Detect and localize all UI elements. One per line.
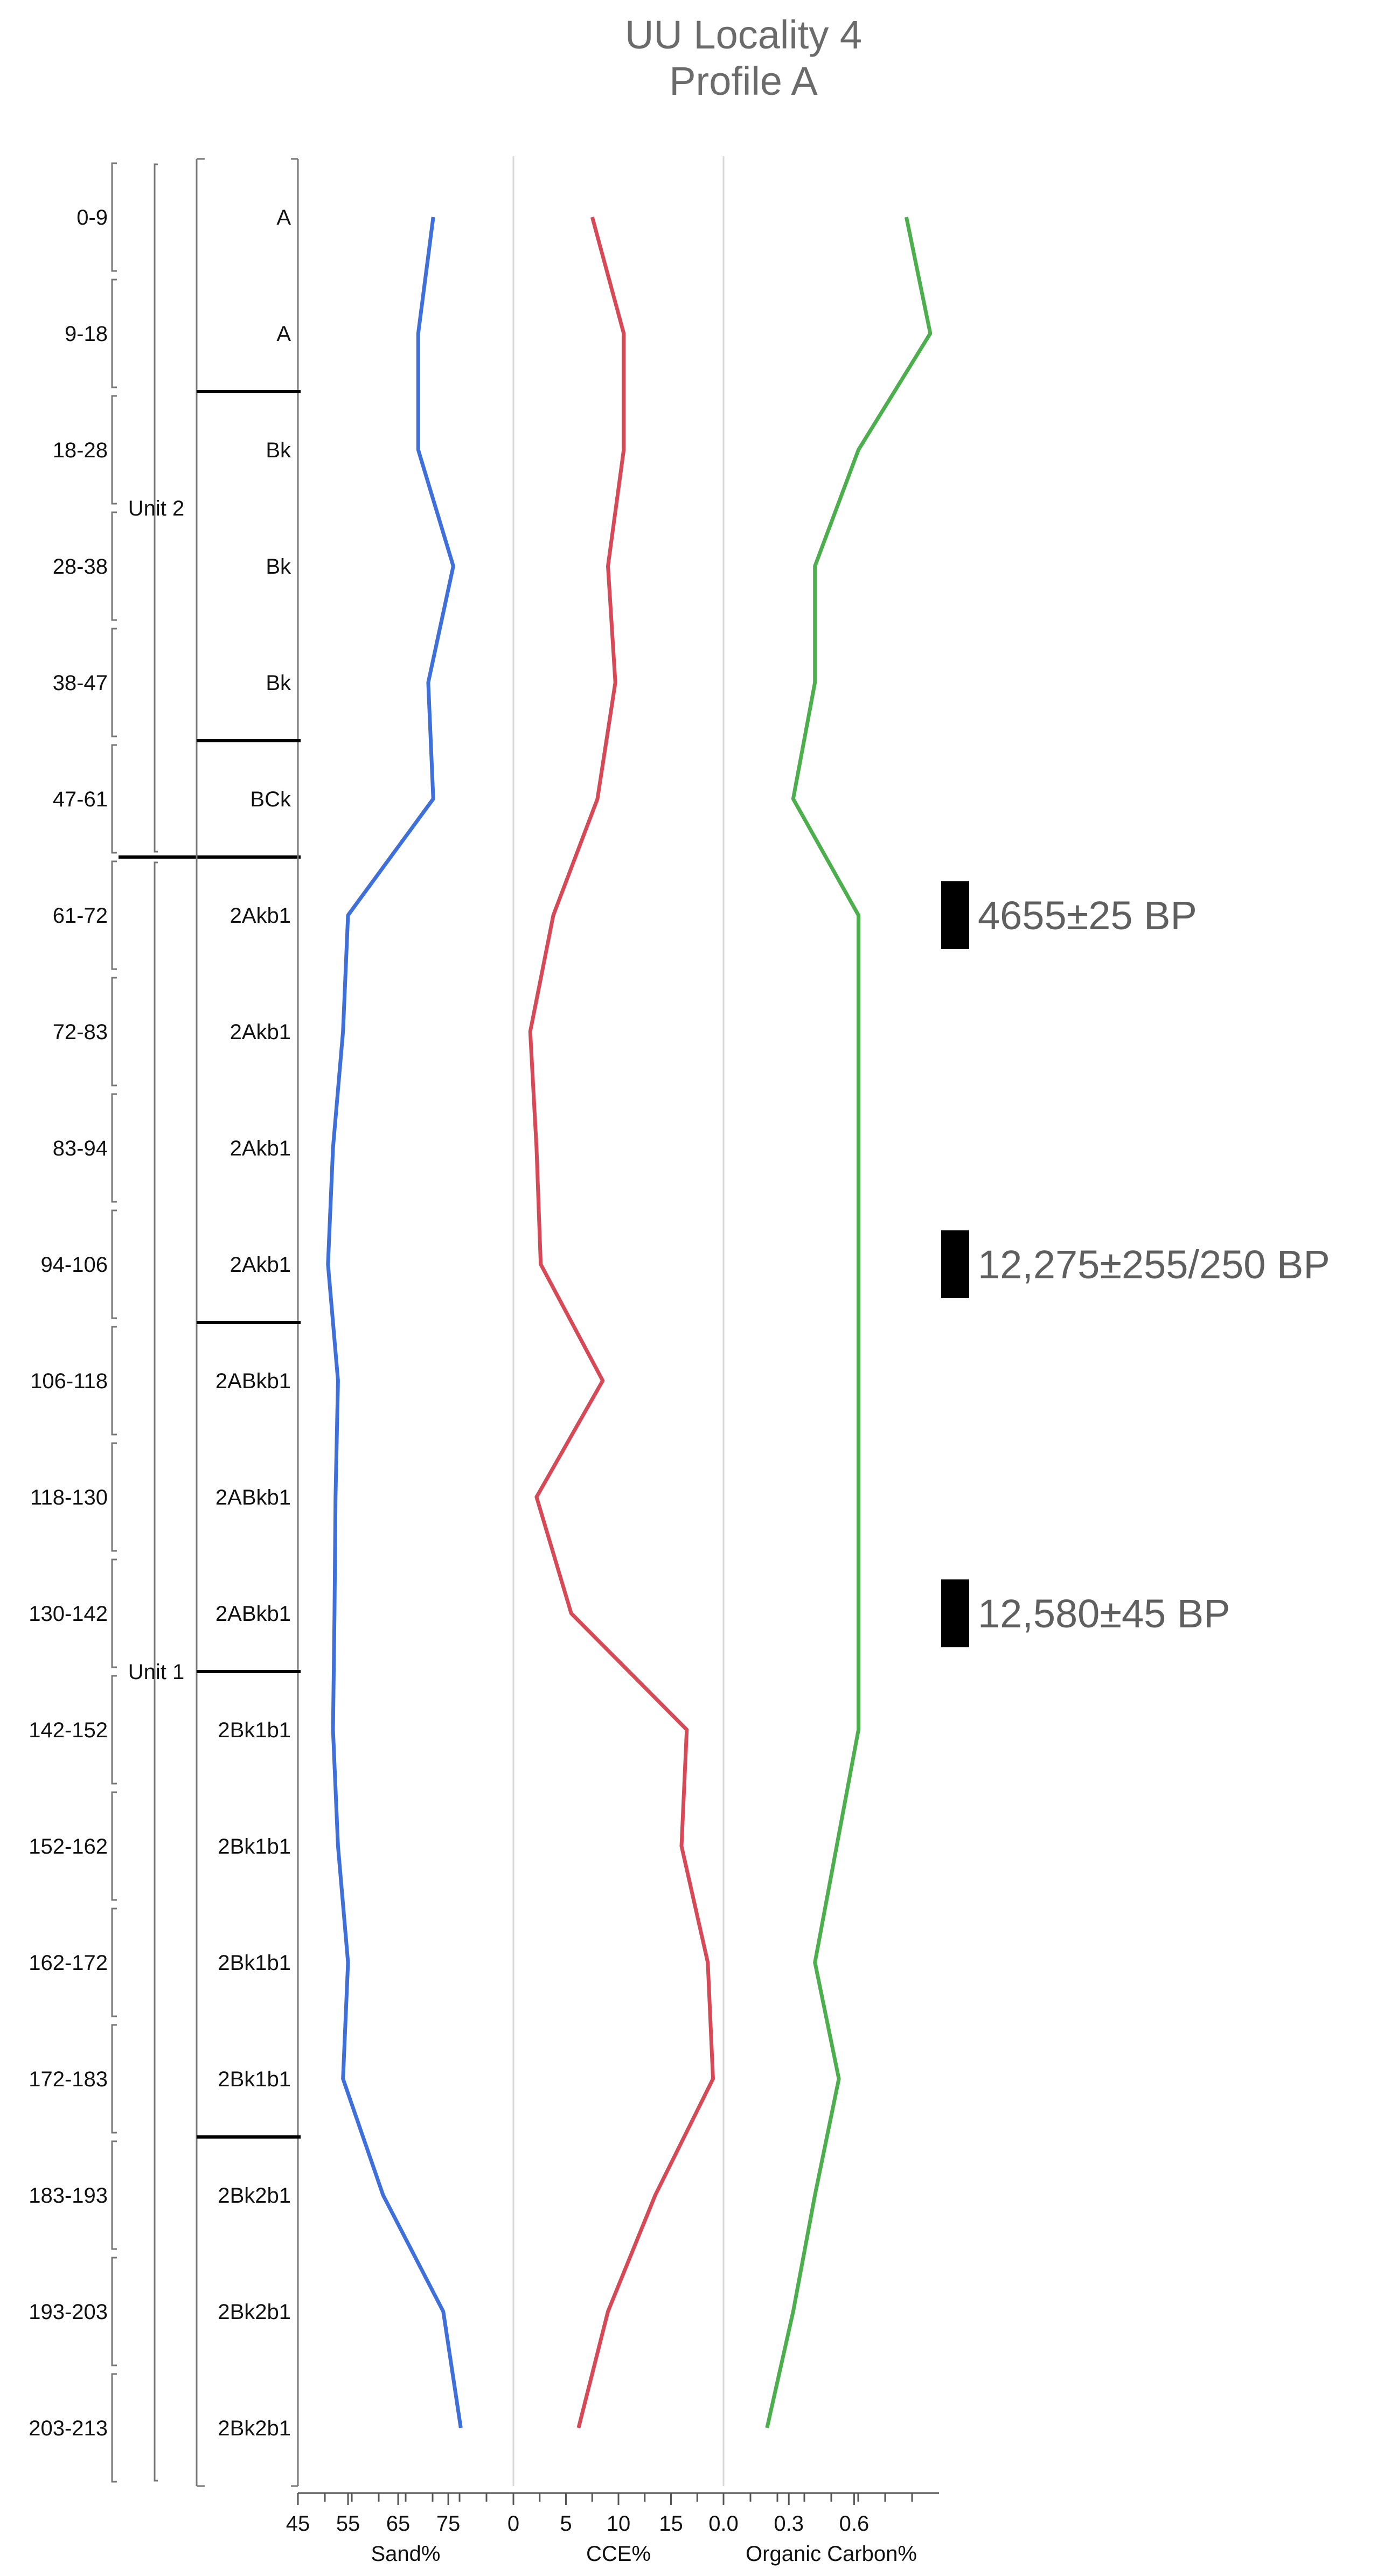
depth-label: 203-213 bbox=[29, 2417, 108, 2440]
horizon-label: 2Bk2b1 bbox=[218, 2417, 291, 2440]
chart-title: UU Locality 4 bbox=[624, 12, 863, 57]
depth-bracket bbox=[111, 1791, 117, 1901]
depth-bracket bbox=[111, 860, 117, 970]
x-axes: 45 55 65 75 Sand% 0 5 10 15 CCE% 0.0 0.3 0.6 Organic … bbox=[286, 156, 939, 2566]
depth-bracket bbox=[111, 1093, 117, 1203]
horizon-label: 2Bk1b1 bbox=[218, 1835, 291, 1858]
depth-label: 72-83 bbox=[53, 1020, 108, 1044]
depth-label: 118-130 bbox=[30, 1486, 108, 1509]
x-tick-label: 0.3 bbox=[774, 2512, 804, 2536]
x-tick-label: 0 bbox=[507, 2512, 519, 2536]
depth-bracket bbox=[111, 1907, 117, 2017]
horizon-label: 2ABkb1 bbox=[215, 1369, 291, 1393]
depth-bracket bbox=[111, 2140, 117, 2250]
depth-bracket bbox=[111, 511, 117, 621]
series-line-1 bbox=[528, 217, 715, 2428]
x-tick-label: 15 bbox=[659, 2512, 683, 2536]
depth-label: 83-94 bbox=[53, 1137, 108, 1160]
depth-label: 183-193 bbox=[29, 2184, 108, 2208]
unit-bracket bbox=[154, 861, 158, 2482]
depth-bracket bbox=[111, 977, 117, 1087]
horizon-label: BCk bbox=[250, 788, 291, 811]
x-axis-label: CCE% bbox=[586, 2542, 651, 2566]
depth-label: 106-118 bbox=[30, 1369, 108, 1393]
depth-bracket bbox=[111, 1442, 117, 1552]
chart-subtitle: Profile A bbox=[669, 59, 818, 103]
horizon-label: 2ABkb1 bbox=[215, 1602, 291, 1626]
depth-label: 142-152 bbox=[29, 1718, 108, 1742]
x-tick-label: 5 bbox=[560, 2512, 572, 2536]
depth-bracket bbox=[111, 628, 117, 737]
depth-bracket bbox=[111, 162, 117, 272]
depth-bracket bbox=[111, 1209, 117, 1319]
date-label: 12,275±255/250 BP bbox=[978, 1242, 1330, 1287]
horizon-label: Bk bbox=[266, 555, 291, 579]
x-axis-label: Organic Carbon% bbox=[746, 2542, 917, 2566]
depth-label: 18-28 bbox=[53, 438, 108, 462]
horizon-label: 2Akb1 bbox=[230, 904, 291, 928]
date-marker bbox=[941, 1579, 969, 1647]
depth-label: 130-142 bbox=[29, 1602, 108, 1626]
x-axis-label: Sand% bbox=[371, 2542, 441, 2566]
horizon-label: 2Bk2b1 bbox=[218, 2184, 291, 2208]
depth-bracket bbox=[111, 395, 117, 505]
x-tick-label: 0.0 bbox=[708, 2512, 739, 2536]
depth-bracket bbox=[111, 1558, 117, 1668]
date-label: 4655±25 BP bbox=[978, 893, 1197, 938]
depth-bracket bbox=[111, 279, 117, 388]
x-tick-label: 75 bbox=[436, 2512, 461, 2536]
depth-label: 172-183 bbox=[29, 2067, 108, 2091]
depth-label: 0-9 bbox=[76, 206, 108, 229]
radiocarbon-dates: 4655±25 BP 12,275±255/250 BP 12,580±45 BP bbox=[941, 881, 1330, 1647]
depth-bracket bbox=[111, 2024, 117, 2134]
horizon-label: 2Bk1b1 bbox=[218, 1718, 291, 1742]
depth-label: 94-106 bbox=[40, 1253, 108, 1277]
unit-label: Unit 2 bbox=[128, 497, 185, 520]
depth-bracket bbox=[111, 1675, 117, 1785]
date-marker bbox=[941, 881, 969, 949]
unit-bracket bbox=[154, 163, 158, 853]
x-tick-label: 45 bbox=[286, 2512, 310, 2536]
depth-label: 162-172 bbox=[29, 1951, 108, 1975]
x-tick-label: 65 bbox=[386, 2512, 411, 2536]
unit-column: Unit 2 Unit 1 bbox=[128, 163, 185, 2482]
depth-bracket bbox=[111, 744, 117, 854]
horizon-label: 2Akb1 bbox=[230, 1137, 291, 1160]
horizon-label: 2Akb1 bbox=[230, 1253, 291, 1277]
depth-label: 47-61 bbox=[53, 788, 108, 811]
depth-label: 152-162 bbox=[29, 1835, 108, 1858]
horizon-label: 2Bk1b1 bbox=[218, 2067, 291, 2091]
depth-column: 0-9 9-18 18-28 28-38 38-47 47-61 61-72 72-83 83-… bbox=[29, 162, 117, 2483]
depth-label: 61-72 bbox=[53, 904, 108, 928]
horizon-label: 2Bk2b1 bbox=[218, 2300, 291, 2324]
x-tick-label: 0.6 bbox=[839, 2512, 870, 2536]
x-tick-label: 10 bbox=[607, 2512, 631, 2536]
horizon-label: 2Bk1b1 bbox=[218, 1951, 291, 1975]
depth-label: 28-38 bbox=[53, 555, 108, 579]
date-label: 12,580±45 BP bbox=[978, 1591, 1230, 1636]
date-marker bbox=[941, 1230, 969, 1298]
horizon-label: A bbox=[276, 206, 291, 229]
depth-label: 38-47 bbox=[53, 671, 108, 695]
horizon-label: A bbox=[276, 322, 291, 346]
depth-label: 193-203 bbox=[29, 2300, 108, 2324]
series-line-2 bbox=[765, 217, 933, 2428]
horizon-column: A A Bk Bk Bk BCk 2Akb1 2Akb1 2Akb1 2Akb1 2ABkb1 2AB… bbox=[196, 158, 301, 2487]
series-line-0 bbox=[326, 217, 463, 2428]
depth-bracket bbox=[111, 2373, 117, 2483]
horizon-label: Bk bbox=[266, 671, 291, 695]
horizon-label: 2ABkb1 bbox=[215, 1486, 291, 1509]
horizon-label: Bk bbox=[266, 438, 291, 462]
depth-label: 9-18 bbox=[65, 322, 108, 346]
unit-label: Unit 1 bbox=[128, 1660, 185, 1684]
depth-bracket bbox=[111, 2257, 117, 2366]
horizon-label: 2Akb1 bbox=[230, 1020, 291, 1044]
x-tick-label: 55 bbox=[336, 2512, 360, 2536]
depth-bracket bbox=[111, 1326, 117, 1436]
chart-title-block: UU Locality 4 Profile A bbox=[539, 12, 948, 105]
